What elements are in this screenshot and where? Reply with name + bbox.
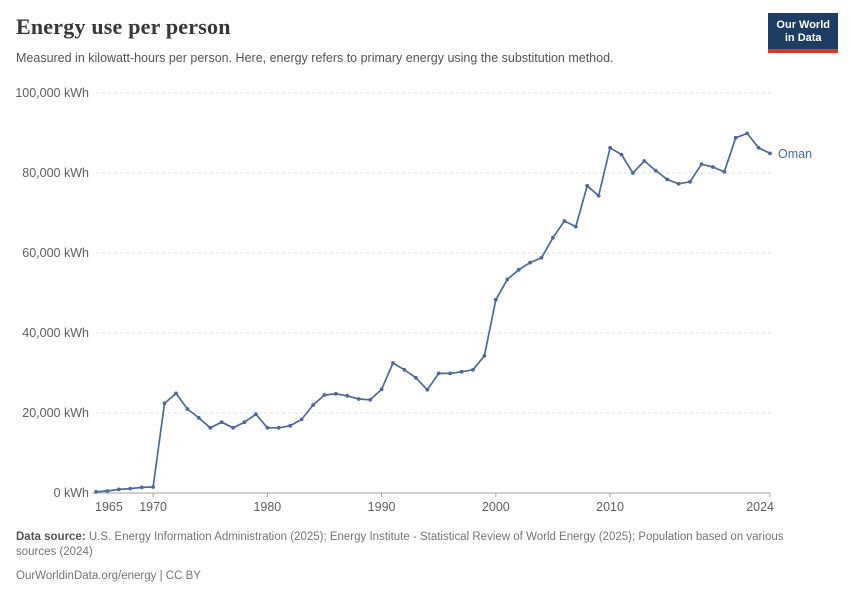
x-axis-tick-label: 2024 — [746, 500, 774, 514]
x-axis-tick-label: 1970 — [139, 500, 167, 514]
data-point-marker[interactable] — [299, 417, 304, 422]
data-point-marker[interactable] — [379, 387, 384, 392]
data-point-marker[interactable] — [585, 183, 590, 188]
data-point-marker[interactable] — [448, 371, 452, 376]
data-point-marker[interactable] — [414, 375, 418, 380]
data-point-marker[interactable] — [105, 489, 110, 493]
data-point-marker[interactable] — [459, 369, 464, 374]
x-axis-tick-label: 1965 — [95, 500, 123, 514]
owid-logo-line1: Our World — [776, 19, 830, 31]
data-point-marker[interactable] — [562, 219, 567, 223]
data-point-marker[interactable] — [368, 397, 373, 402]
attribution-line[interactable]: OurWorldinData.org/energy | CC BY — [16, 569, 201, 582]
data-source-label: Data source: — [16, 531, 86, 543]
x-axis-tick-label: 2010 — [596, 500, 624, 514]
data-point-marker[interactable] — [745, 131, 750, 136]
data-point-marker[interactable] — [676, 181, 681, 186]
data-point-marker[interactable] — [128, 486, 133, 491]
data-point-marker[interactable] — [139, 485, 144, 490]
data-point-marker[interactable] — [185, 407, 190, 411]
data-point-marker[interactable] — [665, 177, 670, 182]
data-point-marker[interactable] — [688, 179, 692, 184]
x-axis-tick-label: 2000 — [482, 500, 510, 514]
data-point-marker[interactable] — [756, 145, 761, 150]
data-point-marker[interactable] — [94, 489, 98, 494]
data-point-marker[interactable] — [631, 171, 635, 175]
data-point-marker[interactable] — [608, 145, 612, 150]
chart-footer: Data source: U.S. Energy Information Adm… — [16, 530, 816, 584]
data-point-marker[interactable] — [208, 425, 213, 430]
y-axis-tick-label: 40,000 kWh — [22, 326, 89, 340]
data-point-marker[interactable] — [482, 353, 487, 358]
y-axis-tick-label: 100,000 kWh — [15, 86, 89, 100]
data-point-marker[interactable] — [425, 387, 430, 392]
data-point-marker[interactable] — [505, 277, 510, 282]
data-point-marker[interactable] — [551, 235, 555, 240]
data-source-line: Data source: U.S. Energy Information Adm… — [16, 530, 816, 561]
data-point-marker[interactable] — [231, 425, 236, 430]
data-point-marker[interactable] — [196, 415, 201, 420]
data-point-marker[interactable] — [733, 135, 738, 140]
data-source-text: U.S. Energy Information Administration (… — [16, 531, 784, 559]
data-point-marker[interactable] — [596, 193, 601, 198]
y-axis-tick-label: 0 kWh — [54, 486, 89, 500]
data-point-marker[interactable] — [653, 168, 658, 173]
data-point-marker[interactable] — [436, 371, 441, 376]
data-point-marker[interactable] — [311, 403, 315, 407]
data-point-marker[interactable] — [356, 397, 361, 401]
chart-subtitle: Measured in kilowatt-hours per person. H… — [16, 51, 614, 65]
data-point-marker[interactable] — [265, 425, 270, 430]
data-line[interactable] — [95, 132, 771, 493]
data-point-marker[interactable] — [619, 152, 624, 157]
data-point-marker[interactable] — [322, 393, 327, 397]
data-point-marker[interactable] — [276, 425, 281, 430]
data-point-marker[interactable] — [722, 169, 727, 174]
x-axis-tick-label: 1980 — [253, 500, 281, 514]
data-point-marker[interactable] — [116, 487, 121, 492]
data-point-marker[interactable] — [151, 485, 156, 489]
owid-logo: Our World in Data — [768, 13, 838, 53]
data-point-marker[interactable] — [402, 367, 407, 372]
data-point-marker[interactable] — [573, 224, 578, 229]
data-point-marker[interactable] — [391, 361, 395, 365]
y-axis-tick-label: 60,000 kWh — [22, 246, 89, 260]
data-point-marker[interactable] — [539, 255, 544, 260]
page-title: Energy use per person — [16, 14, 231, 39]
data-point-marker[interactable] — [288, 423, 293, 428]
data-point-marker[interactable] — [642, 159, 647, 163]
data-point-marker[interactable] — [711, 165, 715, 169]
y-axis-tick-label: 20,000 kWh — [22, 406, 89, 420]
data-point-marker[interactable] — [528, 260, 532, 265]
data-point-marker[interactable] — [493, 297, 498, 302]
owid-logo-line2: in Data — [784, 32, 822, 44]
data-point-marker[interactable] — [174, 391, 178, 396]
data-point-marker[interactable] — [242, 420, 247, 425]
x-axis-tick-label: 1990 — [368, 500, 396, 514]
data-point-marker[interactable] — [699, 162, 704, 167]
series-end-label[interactable]: Oman — [778, 147, 812, 161]
data-point-marker[interactable] — [768, 151, 772, 156]
data-point-marker[interactable] — [254, 412, 258, 417]
data-point-marker[interactable] — [219, 420, 224, 425]
data-point-marker[interactable] — [334, 391, 338, 396]
y-axis-tick-label: 80,000 kWh — [22, 166, 89, 180]
data-point-marker[interactable] — [162, 401, 167, 406]
data-point-marker[interactable] — [345, 393, 350, 398]
data-point-marker[interactable] — [516, 267, 521, 272]
data-point-marker[interactable] — [471, 367, 475, 372]
